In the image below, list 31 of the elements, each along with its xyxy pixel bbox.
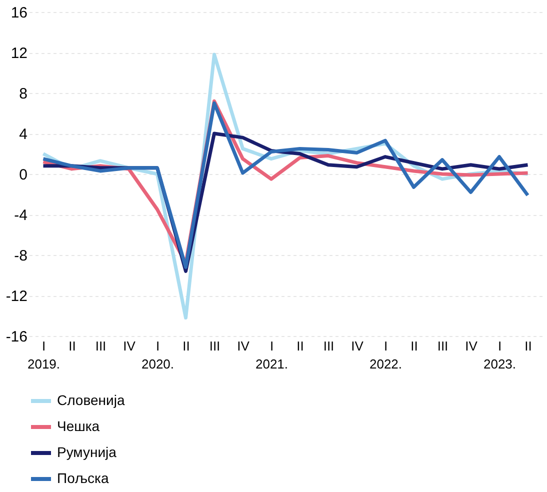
x-tick-label: II <box>68 338 76 354</box>
x-tick-label: IV <box>465 338 478 354</box>
y-tick-label: 8 <box>19 86 28 102</box>
x-tick-label: IV <box>351 338 364 354</box>
y-tick-label: 12 <box>10 45 28 62</box>
x-tick-label: I 2021. <box>255 338 288 372</box>
y-tick-label: 0 <box>19 166 28 184</box>
x-tick-label: I 2023. <box>483 338 516 372</box>
legend-label: Чешка <box>57 418 100 434</box>
y-tick-label: -16 <box>6 328 28 346</box>
x-tick-label: II <box>410 338 418 354</box>
x-tick-label: I 2022. <box>369 338 402 372</box>
x-tick-label: II <box>296 338 304 354</box>
y-tick-label: -4 <box>14 207 28 224</box>
x-tick-label: I 2020. <box>141 338 174 372</box>
y-tick-label: 16 <box>10 4 28 22</box>
x-tick-label: IV <box>123 338 136 354</box>
y-tick-label: -12 <box>6 288 28 305</box>
x-tick-label: IV <box>237 338 250 354</box>
y-tick-label: -8 <box>14 248 28 264</box>
legend-label: Румунија <box>57 444 117 460</box>
x-tick-label: III <box>437 338 448 354</box>
x-tick-label: II <box>182 338 190 354</box>
legend-label: Словенија <box>57 392 125 408</box>
y-tick-label: 4 <box>19 126 28 143</box>
x-tick-label: II <box>524 338 532 354</box>
x-tick-label: III <box>323 338 334 354</box>
legend-label: Пољска <box>57 470 109 486</box>
x-tick-label: I 2019. <box>27 338 60 372</box>
x-tick-label: III <box>95 338 106 354</box>
x-tick-label: III <box>209 338 220 354</box>
